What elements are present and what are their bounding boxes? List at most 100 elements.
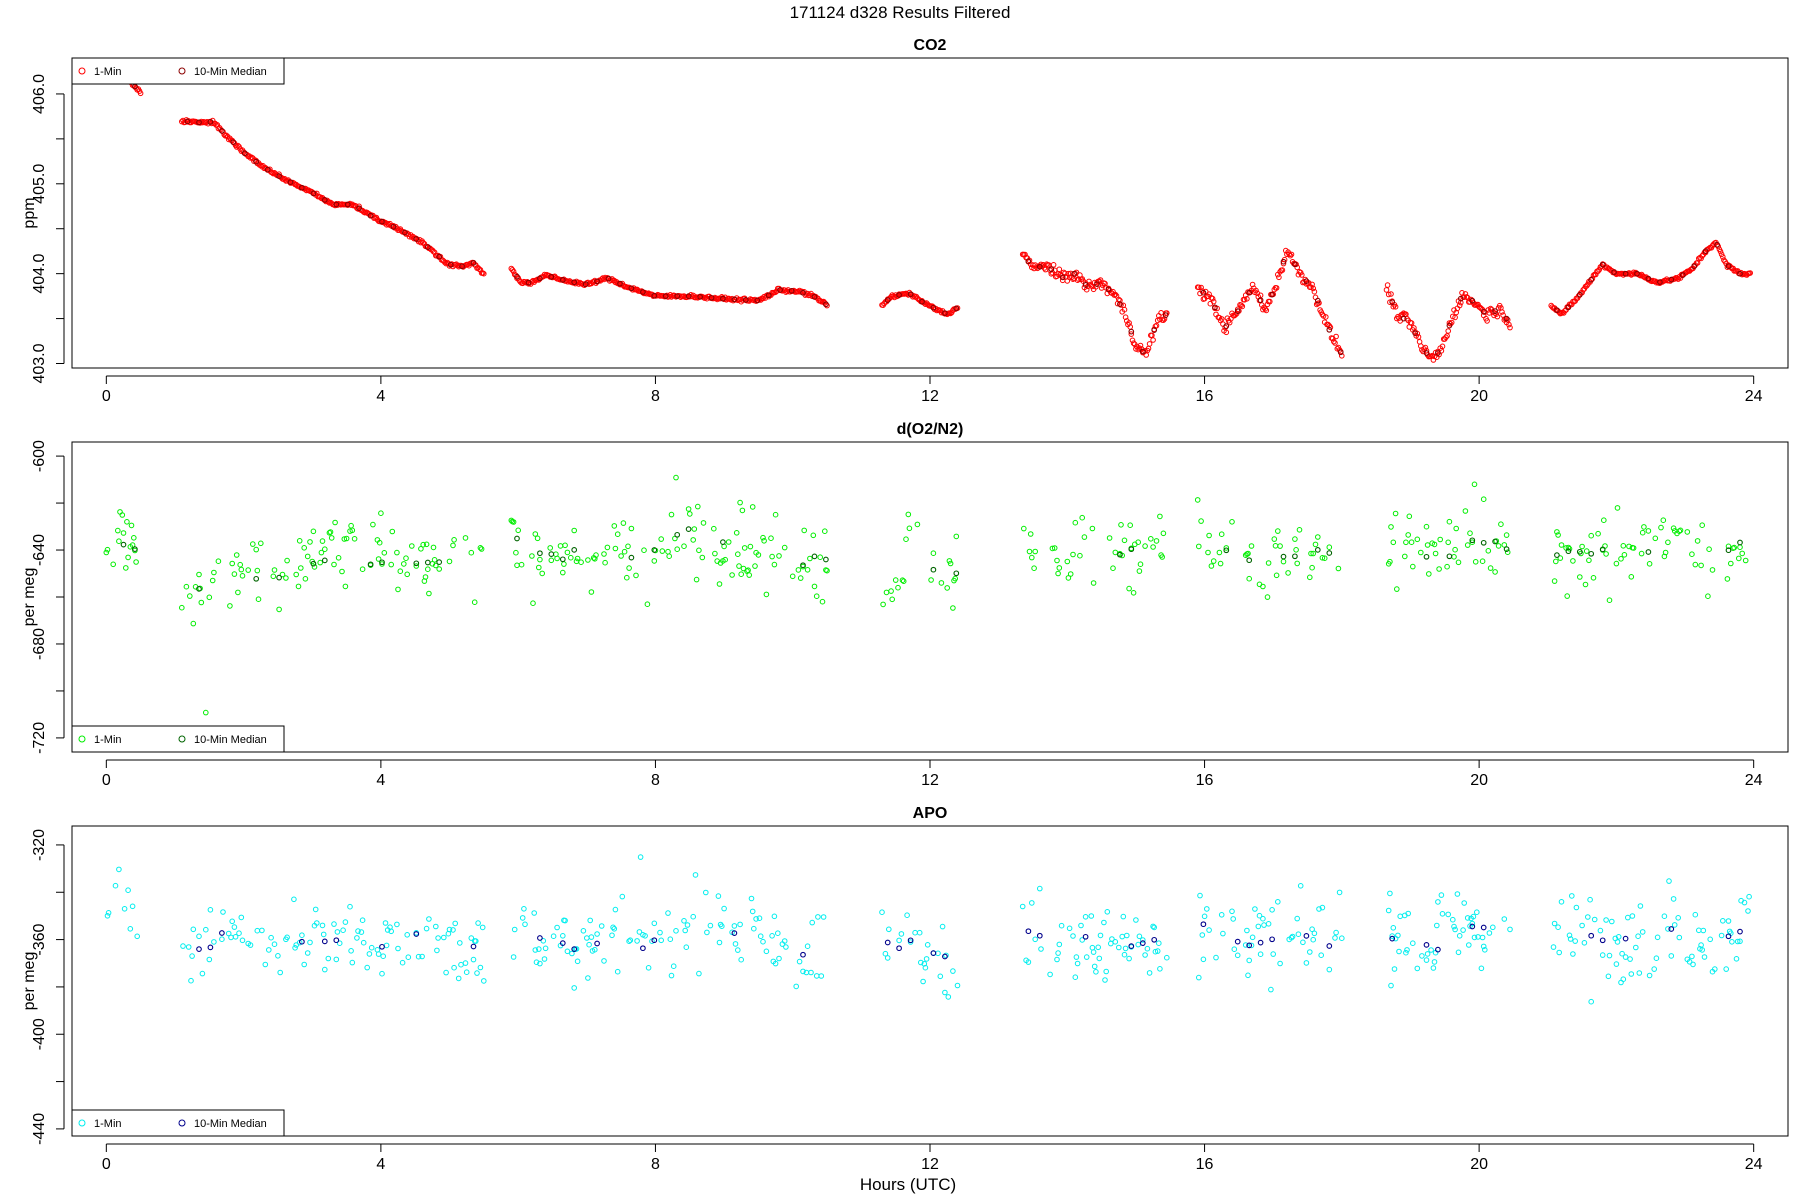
point-1-min [1639,529,1646,536]
point-1-min [1049,545,1056,552]
point-1-min [1292,536,1298,542]
point-1-min [336,940,343,947]
point-10-min-median [823,301,829,308]
point-1-min [1206,532,1212,539]
point-1-min [1583,548,1590,554]
point-1-min [1294,560,1300,567]
point-1-min [1300,939,1306,946]
point-1-min [1439,343,1446,350]
point-1-min [1150,923,1156,930]
point-1-min [1577,574,1583,580]
point-1-min [1618,556,1624,562]
point-1-min [1321,555,1328,562]
point-1-min [542,945,549,952]
point-1-min [1458,299,1464,306]
point-1-min [804,943,811,950]
point-10-min-median [276,574,282,581]
point-1-min [1614,939,1621,945]
point-10-min-median [617,280,623,287]
point-1-min [1712,966,1718,972]
point-1-min [342,583,349,590]
y-axis-label-co2: ppm [21,197,38,228]
point-10-min-median [1423,942,1430,948]
point-1-min [1055,950,1061,956]
point-1-min [1242,942,1249,948]
point-1-min [1550,944,1557,950]
point-1-min [745,567,751,574]
point-1-min [1699,522,1705,529]
point-1-min [905,511,912,518]
point-1-min [749,504,756,510]
point-10-min-median [525,279,532,286]
point-1-min [1670,896,1677,902]
point-1-min [299,932,305,939]
point-1-min [1498,521,1504,528]
point-10-min-median [1480,308,1487,315]
point-1-min [1144,945,1151,952]
point-1-min [358,929,365,935]
point-1-min [1474,909,1480,916]
point-1-min [820,914,827,920]
point-1-min [1570,558,1576,564]
point-1-min [1269,907,1275,913]
point-1-min [1692,911,1699,918]
point-1-min [691,526,698,532]
point-1-min [1229,908,1235,915]
point-1-min [1391,966,1398,972]
point-1-min [211,569,217,576]
point-10-min-median [1446,322,1453,329]
point-10-min-median [321,938,328,945]
point-1-min [1055,570,1061,577]
point-1-min [611,926,618,932]
x-axis-co2: 0 4 8 12 16 20 24 [102,375,1763,405]
point-10-min-median [333,937,340,944]
point-10-min-median [459,263,465,270]
point-1-min [665,548,671,555]
point-1-min [1666,878,1672,884]
point-10-min-median [1025,928,1032,935]
point-10-min-median [537,935,543,941]
point-1-min [1120,913,1127,920]
point-1-min [571,527,578,534]
point-1-min [1047,971,1053,978]
point-1-min [1480,496,1487,503]
point-1-min [1038,946,1044,952]
point-1-min [1065,575,1072,581]
point-10-min-median [207,944,214,951]
point-1-min [772,511,779,518]
point-1-min [943,952,949,959]
point-1-min [190,620,197,627]
point-1-min [1506,321,1512,328]
point-10-min-median [1326,550,1333,556]
point-1-min [683,944,690,951]
panel-title-o2n2: d(O2/N2) [897,421,964,438]
point-1-min [229,918,235,925]
point-1-min [1124,932,1130,939]
point-1-min [1234,952,1241,959]
point-1-min [1603,917,1609,923]
point-1-min [137,90,144,97]
point-1-min [518,561,525,568]
series-1-min-apo [104,854,1752,1005]
point-10-min-median [424,244,431,250]
point-1-min [196,933,202,940]
point-1-min [189,953,195,959]
point-1-min [131,535,137,541]
point-10-min-median [1246,289,1253,296]
point-1-min [1646,972,1653,979]
x-tick-label: 24 [1745,388,1763,405]
point-10-min-median [765,292,772,299]
point-1-min [721,905,727,912]
point-1-min [115,527,121,534]
point-1-min [185,944,192,950]
point-1-min [1160,530,1167,537]
point-1-min [1635,933,1641,940]
point-1-min [1198,518,1204,524]
point-10-min-median [930,304,937,311]
point-1-min [1136,568,1143,574]
point-1-min [568,554,574,561]
point-1-min [532,947,539,953]
point-1-min [530,600,536,607]
point-1-min [1734,938,1741,945]
point-10-min-median [253,575,260,582]
